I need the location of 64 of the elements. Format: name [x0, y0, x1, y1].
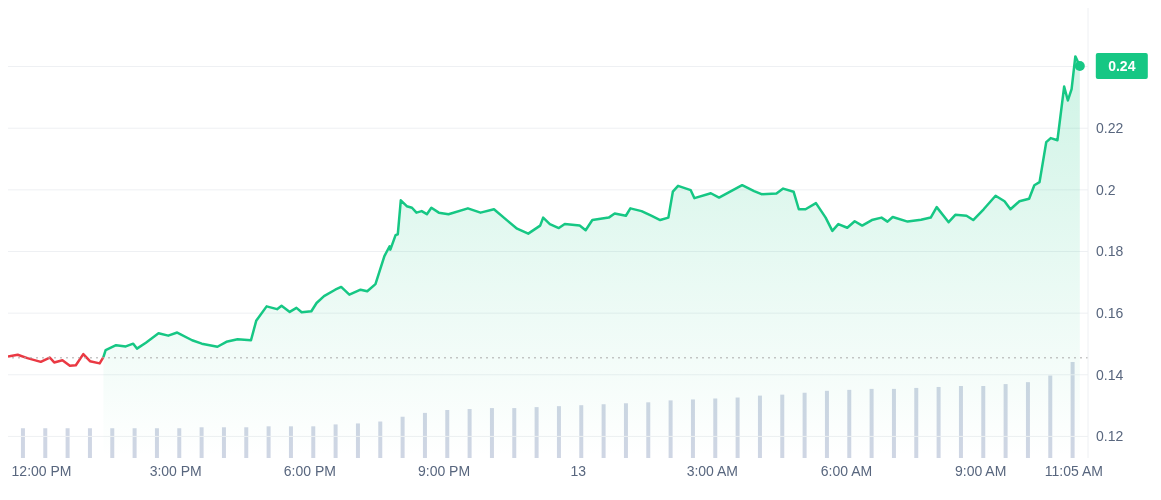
y-tick-label: 0.2: [1096, 181, 1116, 198]
bar: [311, 426, 316, 458]
bar: [534, 407, 539, 458]
x-tick-label: 6:00 AM: [820, 462, 873, 479]
bar: [378, 421, 383, 458]
bar: [623, 403, 628, 458]
bar: [824, 390, 829, 458]
bar: [802, 392, 807, 458]
bar: [489, 408, 494, 458]
bar: [958, 386, 963, 458]
bar: [288, 426, 293, 458]
y-tick-label: 0.12: [1096, 428, 1124, 445]
bar: [847, 389, 852, 458]
bar: [891, 388, 896, 458]
bar: [646, 402, 651, 458]
x-tick-label: 9:00 AM: [954, 462, 1007, 479]
bar: [936, 386, 941, 458]
bar: [65, 428, 70, 458]
bar: [1070, 362, 1075, 458]
bar: [110, 428, 115, 458]
bar: [668, 400, 673, 458]
bar: [20, 428, 25, 458]
x-tick-label: 3:00 AM: [686, 462, 739, 479]
bar: [1048, 375, 1053, 458]
bar: [556, 406, 561, 458]
y-tick-label: 0.18: [1096, 243, 1124, 260]
bar: [422, 412, 427, 458]
y-tick-label: 0.16: [1096, 305, 1124, 322]
bar: [579, 405, 584, 458]
bar: [199, 427, 204, 458]
bar: [244, 427, 249, 458]
bar: [132, 428, 137, 458]
bar: [333, 424, 338, 458]
y-tick-label: 0.22: [1096, 120, 1124, 137]
bar: [177, 428, 182, 458]
bar: [400, 416, 405, 458]
bar: [43, 428, 48, 458]
x-tick-label: 13: [570, 462, 587, 479]
bar: [713, 398, 718, 458]
bar: [467, 409, 472, 458]
bar: [735, 397, 740, 458]
bar: [757, 395, 762, 458]
bar: [266, 426, 271, 458]
bar: [780, 394, 785, 458]
bar: [445, 410, 450, 458]
bar: [1025, 382, 1030, 458]
x-tick-label: 6:00 PM: [283, 462, 336, 479]
bar: [1003, 384, 1008, 458]
bar: [914, 387, 919, 458]
bar: [355, 423, 360, 458]
annotation: 0.24: [1108, 57, 1136, 74]
x-tick-label: 9:00 PM: [417, 462, 471, 479]
bar: [154, 428, 159, 458]
y-tick-label: 0.14: [1096, 366, 1124, 383]
x-tick-label: 11:05 AM: [1044, 462, 1103, 479]
bar: [221, 427, 226, 458]
bar: [87, 428, 92, 458]
bar: [869, 388, 874, 458]
bar: [690, 399, 695, 458]
bar: [512, 408, 517, 458]
bar: [981, 386, 986, 458]
bar: [601, 404, 606, 458]
x-tick-label: 12:00 PM: [11, 462, 72, 479]
x-tick-label: 3:00 PM: [149, 462, 202, 479]
